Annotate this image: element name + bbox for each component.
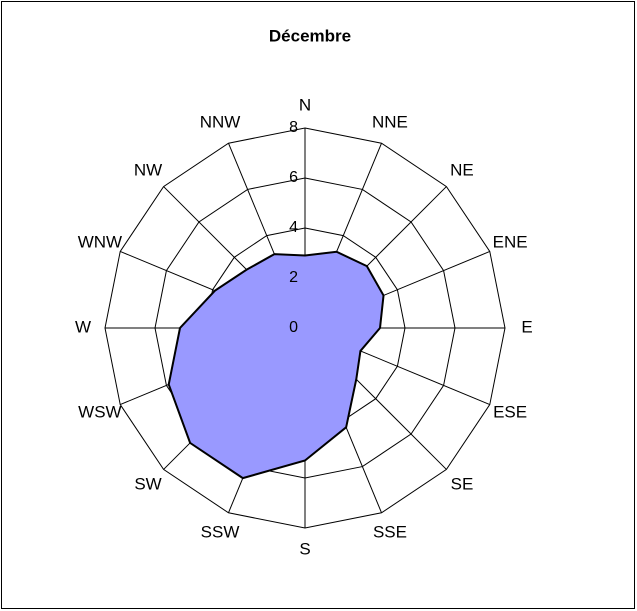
category-label: WNW: [78, 233, 122, 252]
y-tick-label: 8: [289, 119, 298, 136]
y-tick-label: 4: [289, 219, 298, 236]
category-label: W: [75, 317, 91, 336]
category-label: ESE: [493, 402, 527, 421]
category-label: SSW: [201, 523, 240, 542]
series-area: [167, 250, 385, 480]
category-label: NNW: [200, 112, 241, 131]
category-label: NE: [450, 161, 474, 180]
category-label: SSE: [373, 523, 407, 542]
category-label: NW: [134, 161, 162, 180]
chart-title: Décembre: [269, 26, 351, 45]
category-label: S: [299, 539, 310, 558]
category-label: NNE: [372, 112, 408, 131]
category-label: E: [521, 317, 532, 336]
category-label: ENE: [493, 233, 528, 252]
category-label: WSW: [78, 402, 121, 421]
y-tick-label: 0: [289, 319, 298, 336]
category-label: SE: [451, 474, 474, 493]
category-label: N: [299, 95, 311, 114]
y-tick-label: 6: [289, 169, 298, 186]
y-tick-label: 2: [289, 269, 298, 286]
category-label: SW: [134, 474, 161, 493]
